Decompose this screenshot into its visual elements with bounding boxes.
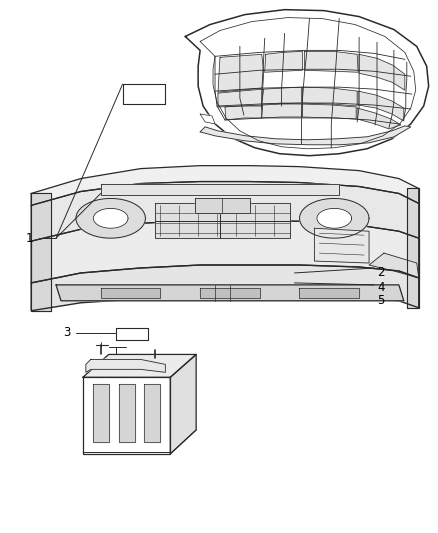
Polygon shape: [200, 18, 416, 149]
Polygon shape: [262, 87, 301, 104]
Polygon shape: [303, 87, 357, 106]
Polygon shape: [101, 183, 339, 196]
Polygon shape: [93, 208, 128, 228]
Polygon shape: [300, 198, 369, 238]
Polygon shape: [83, 377, 170, 454]
Polygon shape: [76, 198, 145, 238]
Polygon shape: [407, 189, 419, 308]
Polygon shape: [119, 384, 134, 442]
Polygon shape: [170, 354, 196, 454]
Polygon shape: [155, 204, 290, 238]
Polygon shape: [317, 208, 352, 228]
Polygon shape: [145, 384, 160, 442]
Polygon shape: [358, 91, 404, 121]
Polygon shape: [31, 166, 419, 205]
Polygon shape: [200, 114, 215, 124]
Polygon shape: [359, 54, 405, 90]
Polygon shape: [303, 104, 356, 119]
Polygon shape: [200, 288, 260, 298]
Polygon shape: [262, 104, 301, 118]
Polygon shape: [265, 51, 303, 72]
Text: 3: 3: [64, 326, 71, 339]
Polygon shape: [304, 51, 358, 72]
Polygon shape: [56, 285, 404, 301]
Polygon shape: [314, 228, 369, 263]
Polygon shape: [225, 105, 262, 120]
Polygon shape: [218, 89, 263, 107]
Text: 4: 4: [377, 281, 385, 294]
Polygon shape: [31, 182, 419, 241]
Polygon shape: [300, 288, 359, 298]
Text: 1: 1: [26, 232, 33, 245]
Polygon shape: [200, 126, 411, 145]
Polygon shape: [195, 198, 250, 213]
Polygon shape: [101, 288, 160, 298]
Polygon shape: [83, 354, 196, 377]
Polygon shape: [31, 220, 419, 283]
Polygon shape: [31, 265, 419, 311]
Polygon shape: [218, 54, 264, 92]
Polygon shape: [369, 253, 419, 278]
Polygon shape: [357, 108, 401, 129]
Text: 5: 5: [377, 294, 385, 308]
Polygon shape: [31, 193, 51, 311]
Polygon shape: [93, 384, 109, 442]
Polygon shape: [116, 328, 148, 340]
Polygon shape: [86, 359, 165, 373]
Polygon shape: [123, 84, 165, 104]
Text: 2: 2: [377, 266, 385, 279]
Polygon shape: [185, 10, 429, 156]
